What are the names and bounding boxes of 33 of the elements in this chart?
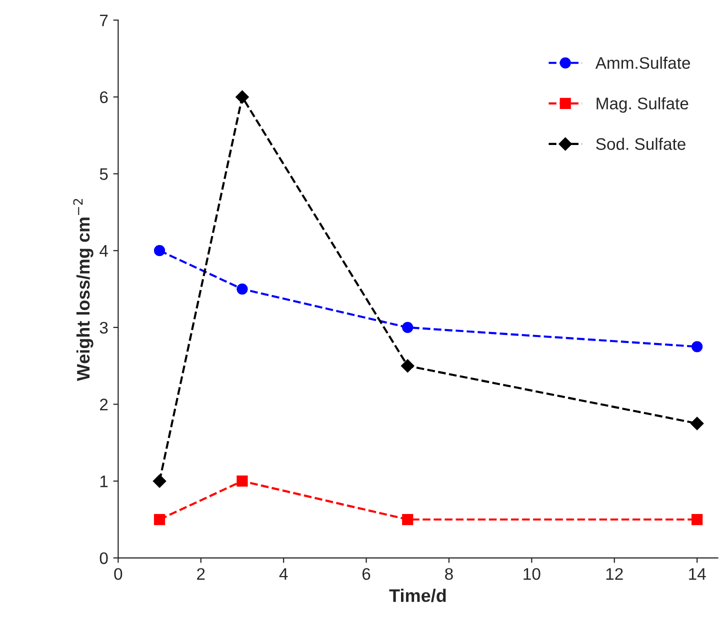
- point: [690, 416, 704, 430]
- x-tick-label: 8: [445, 568, 453, 580]
- x-tick-label: 4: [279, 568, 288, 580]
- point: [236, 90, 249, 104]
- x-tick-label: 10: [524, 568, 540, 580]
- x-tick-label: 6: [362, 568, 370, 580]
- x-tick-label: 14: [689, 568, 706, 580]
- point: [154, 514, 166, 526]
- y-tick-label: 1: [100, 476, 108, 488]
- y-tick-label: 3: [100, 322, 108, 334]
- point: [692, 341, 703, 352]
- y-tick-label: 7: [100, 14, 108, 26]
- y-tick-label: 5: [100, 168, 108, 180]
- point: [402, 514, 414, 526]
- legend-label: Sod. Sulfate: [596, 138, 686, 150]
- point: [401, 359, 414, 372]
- point: [692, 514, 703, 526]
- legend-label: Mag. Sulfate: [596, 97, 688, 113]
- x-tick-label: 2: [197, 568, 205, 580]
- x-axis-title: Time/d: [389, 588, 446, 602]
- point: [236, 476, 248, 487]
- point: [236, 283, 248, 295]
- y-tick-label: 0: [100, 552, 108, 564]
- y-axis-title: Weight loss/mg cm$^{−2}$: [73, 198, 94, 381]
- y-tick-label: 4: [100, 245, 108, 257]
- point: [152, 474, 166, 488]
- x-tick-label: 12: [606, 568, 623, 580]
- x-tick-label: 0: [114, 568, 122, 580]
- y-tick-label: 2: [100, 398, 108, 410]
- legend-label: Amm.Sulfate: [595, 56, 690, 69]
- point: [402, 322, 414, 333]
- point: [154, 245, 166, 256]
- y-tick-label: 6: [100, 91, 108, 104]
